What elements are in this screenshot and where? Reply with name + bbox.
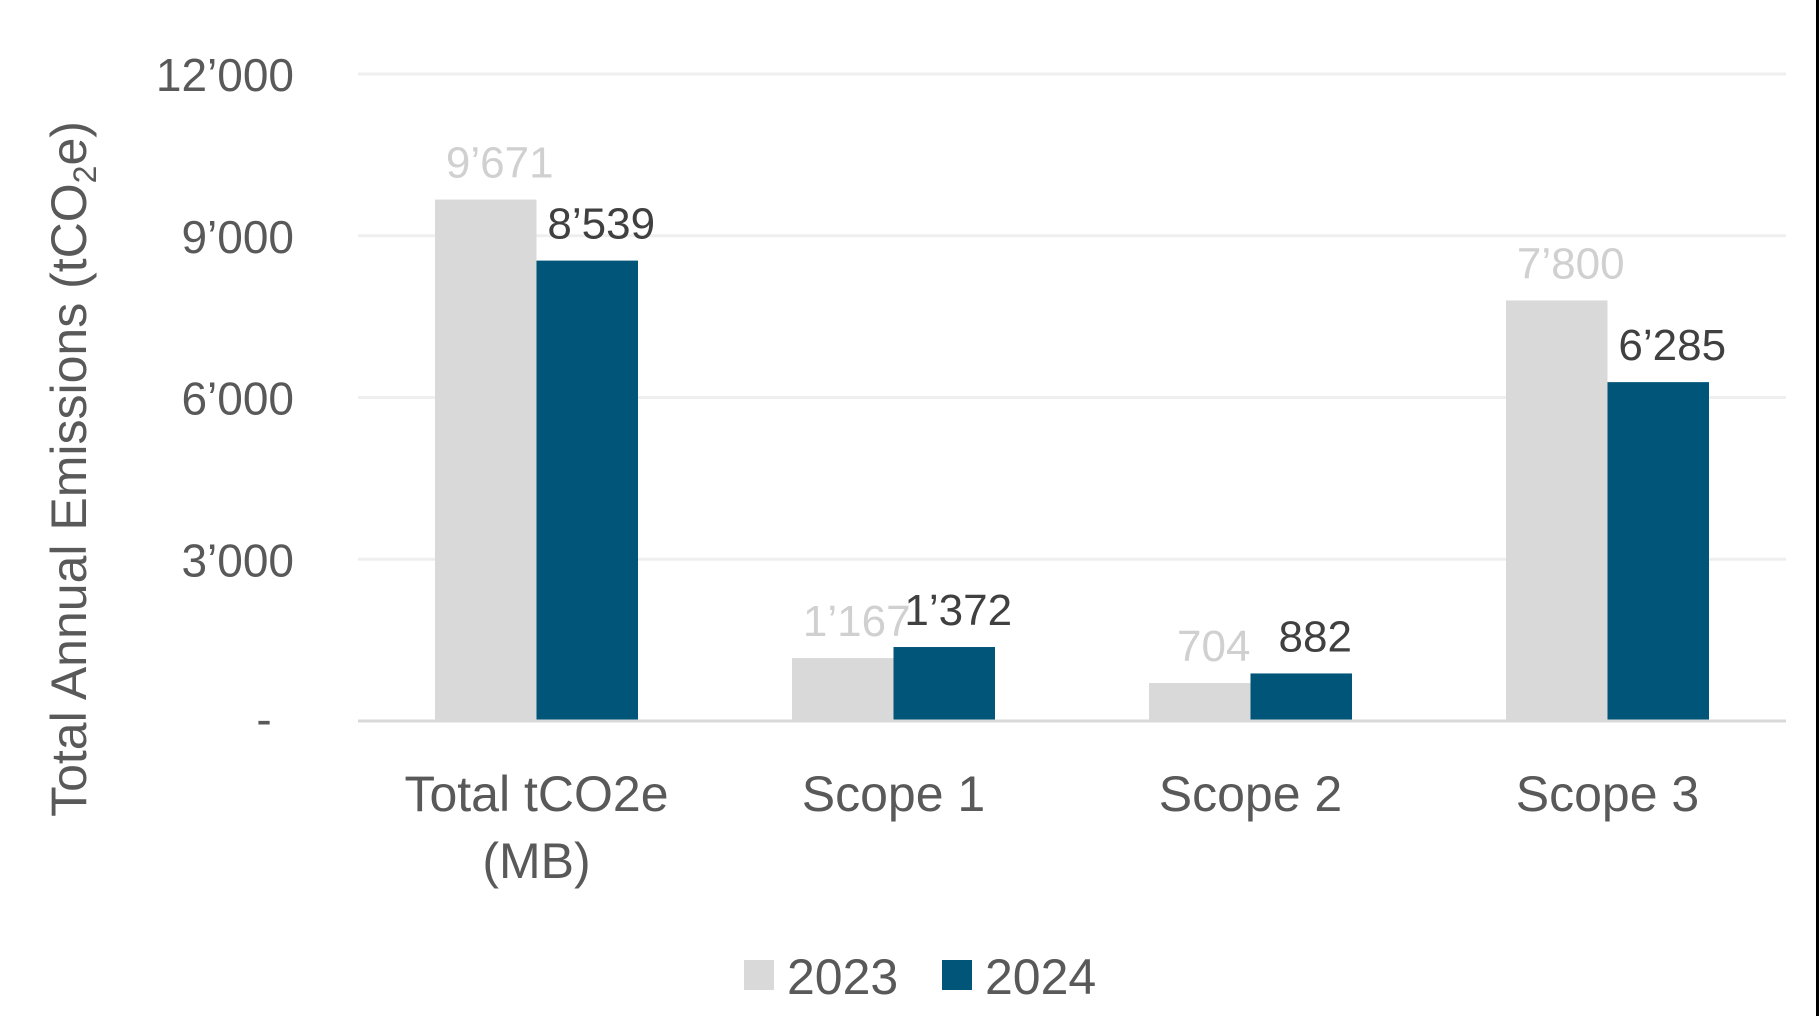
y-tick-label: 3’000 <box>181 534 294 586</box>
data-labels: 9’671 1’167 704 7’800 8’539 1’372 882 6’285 <box>446 139 1726 671</box>
bars <box>435 199 1709 722</box>
bar-2023-3 <box>1149 683 1251 721</box>
data-label: 8’539 <box>547 200 655 249</box>
y-axis-tick-labels: - 3’000 6’000 9’000 12’000 <box>156 49 294 745</box>
category-label: (MB) <box>482 833 590 889</box>
legend-label: 2024 <box>985 949 1096 1005</box>
legend-swatch <box>744 960 774 990</box>
x-axis-category-labels: Total tCO2e (MB) Scope 1 Scope 2 Scope 3 <box>404 766 1699 889</box>
data-label: 1’167 <box>803 597 911 646</box>
bar-2023-2 <box>792 658 894 721</box>
y-tick-label: - <box>256 693 271 745</box>
bar-2024-4 <box>1607 382 1709 721</box>
category-label: Scope 1 <box>802 766 985 822</box>
bar-2023-4 <box>1506 300 1608 721</box>
y-tick-label: 12’000 <box>156 49 294 101</box>
y-axis-title-text: Total Annual Emissions (tCO2e) <box>41 121 103 817</box>
bar-2024-1 <box>536 260 638 721</box>
data-label: 6’285 <box>1618 321 1726 370</box>
data-label: 1’372 <box>904 586 1012 635</box>
bar-2023-1 <box>435 199 537 722</box>
category-label: Scope 3 <box>1516 766 1699 822</box>
data-label: 9’671 <box>446 139 554 188</box>
category-label: Total tCO2e <box>404 766 668 822</box>
legend-item-2023: 2023 <box>744 949 898 1005</box>
legend-label: 2023 <box>787 949 898 1005</box>
data-label: 7’800 <box>1517 239 1625 288</box>
legend: 2023 2024 <box>744 949 1096 1005</box>
category-label: Scope 2 <box>1159 766 1342 822</box>
frame-border <box>1816 0 1819 1016</box>
data-label: 882 <box>1279 612 1352 661</box>
data-label: 704 <box>1177 622 1250 671</box>
legend-item-2024: 2024 <box>942 949 1096 1005</box>
legend-swatch <box>942 960 972 990</box>
bar-2024-2 <box>893 647 995 721</box>
bar-2024-3 <box>1250 673 1352 721</box>
y-tick-label: 9’000 <box>181 211 294 263</box>
y-axis-title: Total Annual Emissions (tCO2e) <box>41 121 103 817</box>
y-tick-label: 6’000 <box>181 373 294 425</box>
